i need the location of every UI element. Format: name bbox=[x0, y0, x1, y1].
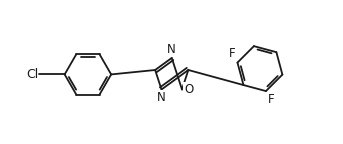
Text: F: F bbox=[268, 93, 274, 107]
Text: N: N bbox=[157, 91, 166, 104]
Text: F: F bbox=[229, 47, 236, 60]
Text: N: N bbox=[167, 43, 176, 56]
Text: Cl: Cl bbox=[26, 68, 38, 81]
Text: O: O bbox=[184, 83, 193, 96]
